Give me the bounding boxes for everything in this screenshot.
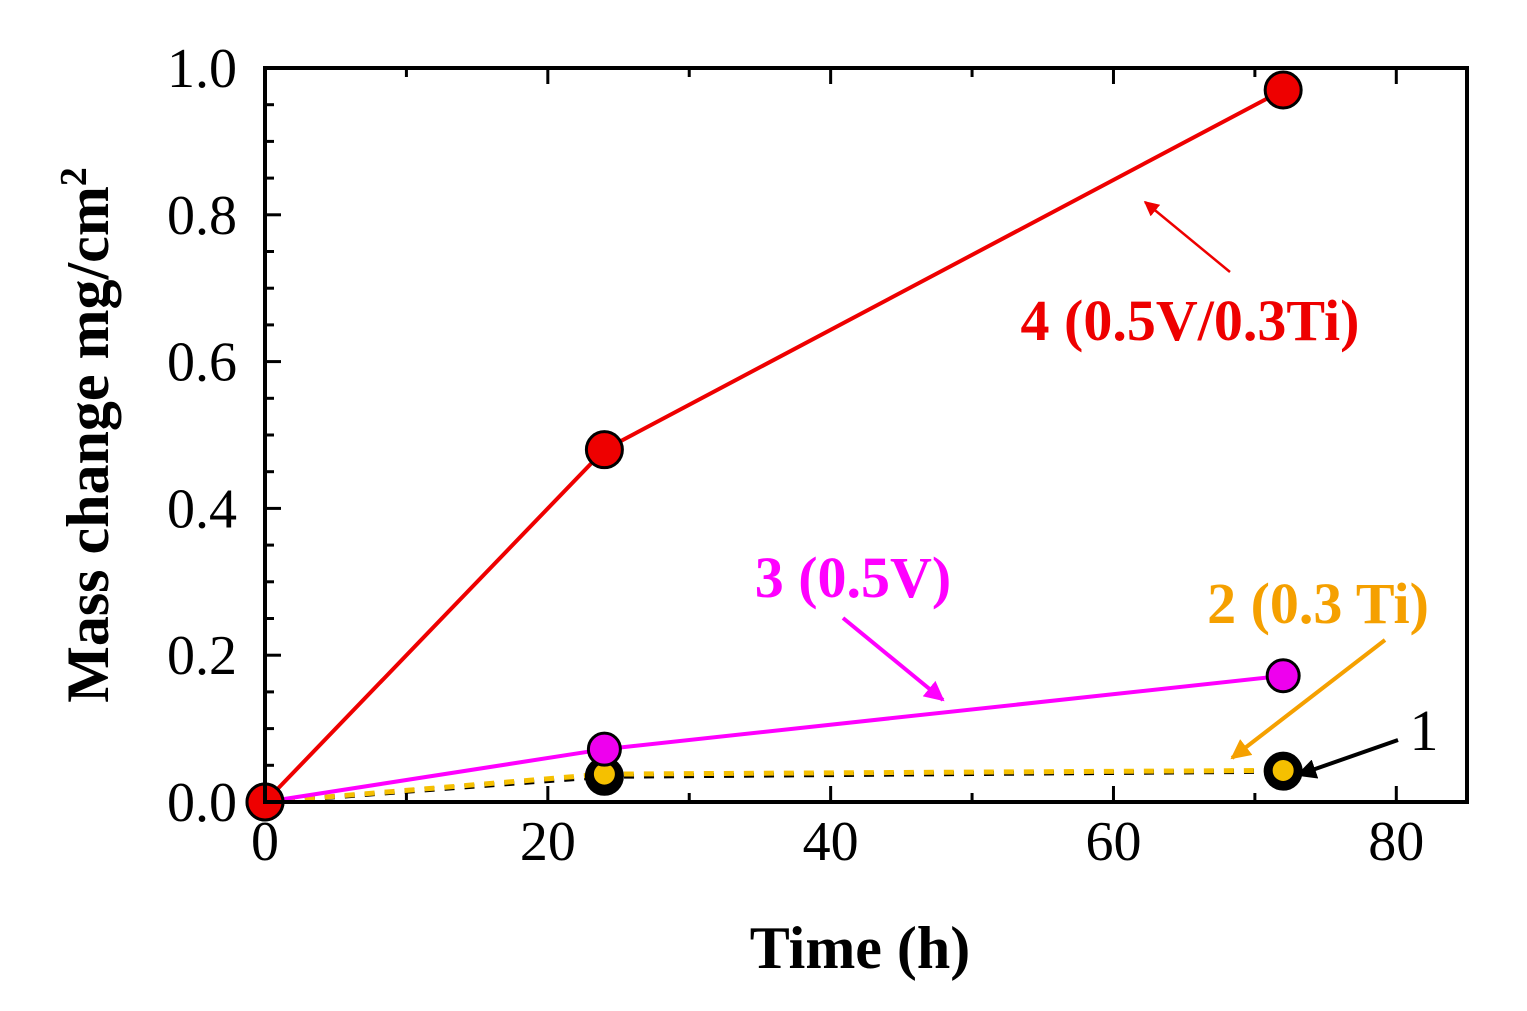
x-tick-label: 20 [520, 811, 576, 873]
series-4-line [263, 88, 1285, 804]
x-tick-label: 0 [251, 811, 279, 873]
y-tick-label: 0.0 [167, 772, 237, 834]
y-axis-title: Mass change mg/cm2 [53, 167, 121, 703]
series-1-line [264, 768, 1284, 805]
series-3-annotation: 3 (0.5V) [755, 545, 952, 610]
axis-ticks [263, 66, 1398, 804]
y-tick-label: 0.4 [167, 478, 237, 540]
series-1-arrow [1296, 738, 1399, 779]
series-2-annotation: 2 (0.3 Ti) [1207, 571, 1429, 636]
series-3-point [1265, 658, 1301, 694]
series-3-point [586, 731, 622, 767]
y-tick-label: 0.8 [167, 185, 237, 247]
y-axis-title-main: Mass change mg/cm [55, 186, 121, 703]
x-tick-label: 80 [1368, 811, 1424, 873]
series-4-point [1263, 70, 1303, 110]
y-tick-label: 0.2 [167, 625, 237, 687]
x-axis-title: Time (h) [750, 915, 971, 981]
series-2-line [264, 767, 1284, 805]
y-axis-title-superscript: 2 [53, 167, 95, 186]
y-tick-label: 0.6 [167, 332, 237, 394]
series-4-arrow [1143, 201, 1231, 273]
series-1-annotation: 1 [1410, 698, 1439, 763]
annotations: 4 (0.5V/0.3Ti) 3 (0.5V) 2 (0.3 Ti) 1 [755, 201, 1439, 779]
series-2-arrow [1230, 638, 1387, 760]
series-2-point [1269, 756, 1297, 784]
series-4-point [584, 430, 624, 470]
series-3-line [264, 673, 1284, 804]
tick-labels: 0 20 40 60 80 0.0 0.2 0.4 0.6 0.8 1.0 [167, 38, 1424, 873]
x-tick-label: 40 [803, 811, 859, 873]
series-3-arrow [841, 616, 945, 702]
y-tick-label: 1.0 [167, 38, 237, 100]
x-tick-label: 60 [1085, 811, 1141, 873]
series-layer [245, 70, 1303, 822]
series-4-annotation: 4 (0.5V/0.3Ti) [1021, 288, 1360, 353]
plot-frame [263, 66, 1469, 804]
